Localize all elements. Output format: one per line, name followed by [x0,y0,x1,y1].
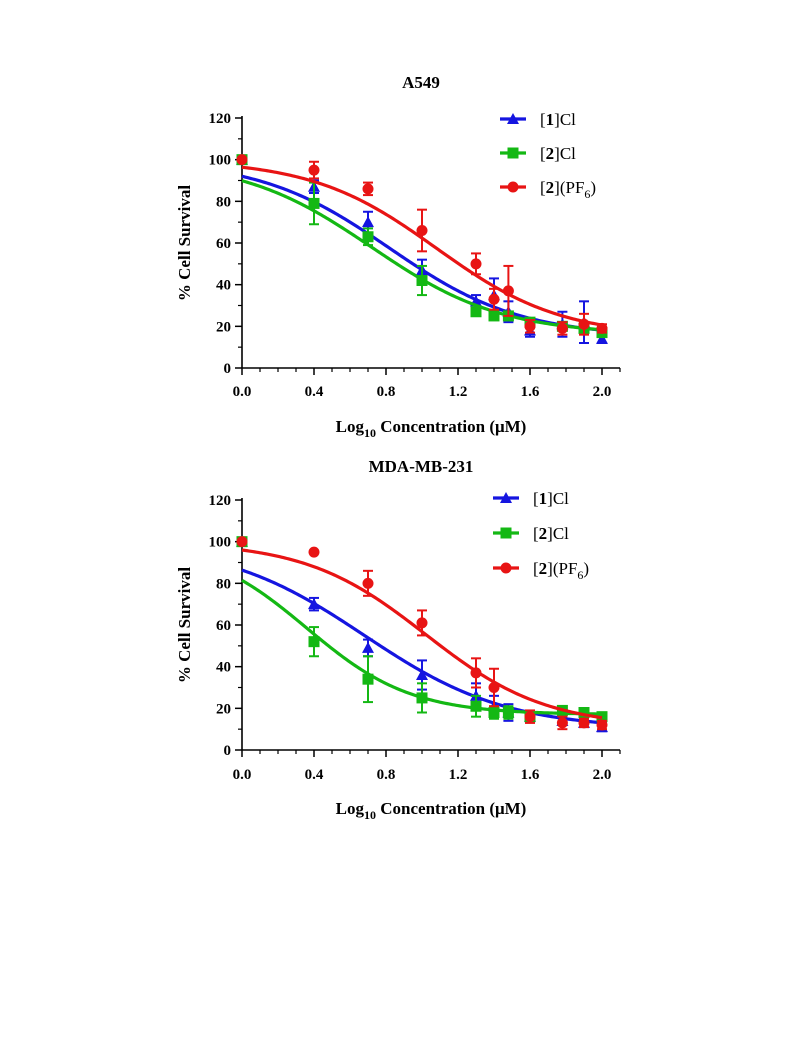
data-point [488,707,500,718]
data-point [308,164,320,176]
data-point [556,322,568,334]
data-point [556,717,568,729]
legend-marker [500,527,512,539]
data-point [308,546,320,558]
data-point [308,636,320,648]
chart-1: A549 0 20 40 60 80 100 120 0.0 0.4 0.8 1.2 1.6 2.0 Log… [175,73,621,440]
legend-label: [2]Cl [540,144,576,163]
legend-marker [500,562,512,574]
data-point [470,258,482,270]
data-point [524,711,536,723]
data-point [578,707,590,718]
data-point [308,598,320,610]
series-3 [236,536,608,731]
y-tick-label: 0 [224,361,232,377]
data-point [416,275,428,286]
legend-marker [500,492,512,503]
fit-curve [241,179,603,332]
data-point [362,216,374,228]
data-point [596,322,608,334]
y-tick-label: 20 [216,319,231,335]
chart-title: MDA-MB-231 [369,457,474,476]
chart-title: A549 [402,73,440,92]
y-tick-label: 100 [209,535,232,551]
x-tick-label: 0.4 [305,384,324,400]
legend: [1]Cl [2]Cl [2](PF6) [500,110,596,201]
data-point [362,577,374,589]
y-axis-label: % Cell Survival [175,567,194,683]
data-point [502,285,514,297]
series-3 [236,154,608,336]
x-tick-label: 0.0 [233,384,252,400]
y-tick-label: 120 [209,493,232,509]
legend: [1]Cl [2]Cl [2](PF6) [493,489,589,582]
x-tick-label: 0.8 [377,767,396,783]
data-point [524,320,536,332]
x-tick-label: 0.0 [233,767,252,783]
data-point [578,318,590,330]
y-tick-label: 120 [209,111,232,127]
y-axis-label: % Cell Survival [175,185,194,301]
data-point [362,641,374,653]
data-point [502,707,514,718]
chart-2: MDA-MB-231 0 20 40 60 80 100 120 0.0 0.4 0.8 1.2 1.6… [175,457,621,822]
data-point [362,673,374,685]
data-point [416,617,428,629]
legend-label: [2](PF6) [533,559,589,582]
data-point [308,197,320,209]
legend-marker [507,181,519,193]
legend-label: [2](PF6) [540,178,596,201]
y-tick-label: 60 [216,236,231,252]
legend-marker [507,113,519,124]
y-tick-label: 40 [216,660,231,676]
x-axis-label: Log10 Concentration (μM) [336,799,527,822]
data-point [578,717,590,729]
y-tick-label: 0 [224,743,232,759]
x-tick-label: 2.0 [593,384,612,400]
y-tick-label: 60 [216,618,231,634]
data-point [488,293,500,305]
y-tick-label: 100 [209,153,232,169]
data-point [488,682,500,693]
y-tick-label: 40 [216,278,231,294]
x-tick-label: 1.2 [449,767,468,783]
x-tick-label: 1.6 [521,767,540,783]
data-point [596,719,608,731]
data-point [470,700,482,712]
data-point [416,225,428,236]
x-tick-label: 1.2 [449,384,468,400]
legend-marker [507,147,519,159]
x-tick-label: 0.4 [305,767,324,783]
y-tick-label: 20 [216,701,231,717]
data-point [488,310,500,322]
y-tick-label: 80 [216,194,231,210]
data-point [470,667,482,679]
data-point [416,692,428,704]
data-point [362,231,374,243]
legend-label: [1]Cl [533,489,569,508]
data-point [236,536,248,548]
x-axis-label: Log10 Concentration (μM) [336,417,527,440]
data-point [416,669,428,680]
legend-label: [1]Cl [540,110,576,129]
fit-curve [241,174,603,332]
data-point [596,332,608,344]
data-point [236,154,248,166]
data-point [362,183,374,195]
data-point [470,306,482,318]
x-tick-label: 0.8 [377,384,396,400]
y-tick-label: 80 [216,576,231,592]
x-tick-label: 1.6 [521,384,540,400]
x-tick-label: 2.0 [593,767,612,783]
legend-label: [2]Cl [533,524,569,543]
